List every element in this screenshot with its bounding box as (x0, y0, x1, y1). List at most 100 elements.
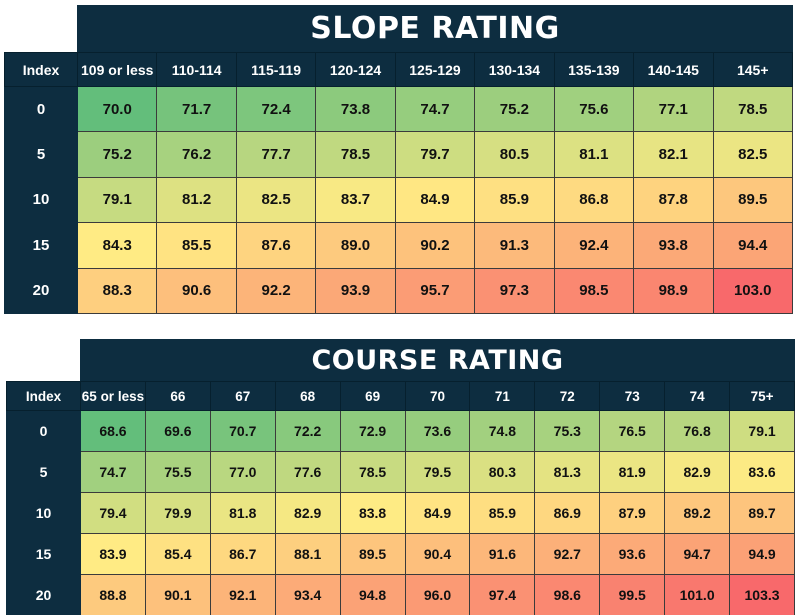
rating-cell: 90.1 (144, 574, 211, 615)
index-cell: 20 (6, 574, 81, 615)
column-header: 67 (209, 381, 276, 411)
rating-cell: 94.8 (339, 574, 406, 615)
rating-cell: 85.5 (156, 222, 237, 269)
rating-cell: 101.0 (664, 574, 731, 615)
rating-cell: 86.7 (209, 533, 276, 575)
rating-cell: 76.5 (599, 410, 666, 452)
rating-cell: 72.4 (235, 85, 317, 133)
rating-cell: 84.3 (76, 222, 158, 269)
rating-cell: 99.5 (599, 574, 666, 615)
rating-cell: 97.4 (469, 574, 536, 615)
rating-cell: 88.3 (76, 267, 158, 314)
rating-cell: 77.6 (274, 451, 341, 493)
rating-cell: 92.4 (553, 222, 635, 269)
rating-cell: 76.2 (156, 131, 237, 178)
rating-cell: 80.3 (469, 451, 536, 493)
table-row: 0 70.0 71.7 72.4 73.8 74.7 75.2 75.6 77.1 78.5 (4, 85, 793, 133)
rating-cell: 98.9 (633, 267, 714, 314)
column-header: 68 (274, 381, 341, 411)
rating-cell: 92.2 (235, 267, 317, 314)
rating-cell: 83.6 (729, 451, 795, 493)
column-header: 74 (664, 381, 731, 411)
rating-cell: 92.1 (209, 574, 276, 615)
index-cell: 0 (4, 85, 78, 133)
index-cell: 5 (4, 131, 78, 178)
rating-cell: 93.8 (633, 222, 714, 269)
index-cell: 15 (6, 533, 81, 575)
rating-cell: 95.7 (394, 267, 476, 314)
rating-cell: 83.8 (339, 492, 406, 534)
rating-cell: 80.5 (474, 131, 555, 178)
rating-cell: 98.5 (553, 267, 635, 314)
rating-cell: 77.1 (633, 85, 714, 133)
table-row: 0 68.6 69.6 70.7 72.2 72.9 73.6 74.8 75.3 76.5 76.… (6, 410, 795, 452)
table-row: 5 74.7 75.5 77.0 77.6 78.5 79.5 80.3 81.3 81.9 82.… (6, 451, 795, 493)
table-row: 20 88.3 90.6 92.2 93.9 95.7 97.3 98.5 98.9 103.0 (4, 267, 793, 314)
rating-cell: 79.1 (76, 176, 158, 224)
rating-cell: 93.4 (274, 574, 341, 615)
rating-cell: 83.7 (315, 176, 396, 224)
rating-cell: 74.7 (80, 451, 146, 493)
rating-cell: 70.0 (76, 85, 158, 133)
rating-cell: 81.2 (156, 176, 237, 224)
column-header: 70 (404, 381, 471, 411)
rating-cell: 103.3 (729, 574, 795, 615)
rating-cell: 75.3 (534, 410, 601, 452)
slope-rating-title: SLOPE RATING (77, 5, 793, 52)
rating-cell: 87.8 (633, 176, 714, 224)
rating-cell: 98.6 (534, 574, 601, 615)
course-rating-title: COURSE RATING (80, 339, 795, 381)
index-cell: 20 (4, 267, 78, 314)
column-header: 130-134 (474, 52, 555, 87)
course-rating-grid: Index 65 or less 66 67 68 69 70 71 72 73 74 75+ 0 68… (6, 381, 795, 615)
rating-cell: 75.5 (144, 451, 211, 493)
column-header: 69 (339, 381, 406, 411)
rating-cell: 74.7 (394, 85, 476, 133)
rating-cell: 72.2 (274, 410, 341, 452)
index-cell: 10 (4, 176, 78, 224)
rating-cell: 76.8 (664, 410, 731, 452)
column-header: 75+ (729, 381, 795, 411)
rating-cell: 91.3 (474, 222, 555, 269)
rating-cell: 87.6 (235, 222, 317, 269)
rating-cell: 87.9 (599, 492, 666, 534)
rating-cell: 97.3 (474, 267, 555, 314)
rating-cell: 90.2 (394, 222, 476, 269)
rating-cell: 79.9 (144, 492, 211, 534)
column-header: 125-129 (394, 52, 476, 87)
rating-cell: 81.1 (553, 131, 635, 178)
rating-cell: 75.2 (474, 85, 555, 133)
rating-cell: 85.4 (144, 533, 211, 575)
column-header: 120-124 (315, 52, 396, 87)
column-header: 73 (599, 381, 666, 411)
rating-cell: 75.6 (553, 85, 635, 133)
rating-cell: 78.5 (339, 451, 406, 493)
rating-cell: 92.7 (534, 533, 601, 575)
rating-cell: 77.7 (235, 131, 317, 178)
rating-cell: 89.5 (339, 533, 406, 575)
rating-cell: 84.9 (394, 176, 476, 224)
rating-cell: 82.5 (712, 131, 793, 178)
rating-cell: 81.9 (599, 451, 666, 493)
index-column-header: Index (6, 381, 81, 411)
rating-cell: 83.9 (80, 533, 146, 575)
column-header: 109 or less (76, 52, 158, 87)
rating-cell: 93.6 (599, 533, 666, 575)
index-cell: 10 (6, 492, 81, 534)
rating-cell: 73.8 (315, 85, 396, 133)
rating-cell: 88.8 (80, 574, 146, 615)
index-cell: 0 (6, 410, 81, 452)
rating-cell: 94.7 (664, 533, 731, 575)
table-row: 15 83.9 85.4 86.7 88.1 89.5 90.4 91.6 92.7 93.6 94… (6, 533, 795, 575)
rating-cell: 85.9 (469, 492, 536, 534)
rating-cell: 86.8 (553, 176, 635, 224)
rating-cell: 79.4 (80, 492, 146, 534)
column-header: 135-139 (553, 52, 635, 87)
rating-cell: 91.6 (469, 533, 536, 575)
rating-cell: 78.5 (315, 131, 396, 178)
rating-cell: 75.2 (76, 131, 158, 178)
rating-cell: 90.4 (404, 533, 471, 575)
rating-cell: 82.9 (274, 492, 341, 534)
rating-cell: 77.0 (209, 451, 276, 493)
rating-cell: 81.3 (534, 451, 601, 493)
